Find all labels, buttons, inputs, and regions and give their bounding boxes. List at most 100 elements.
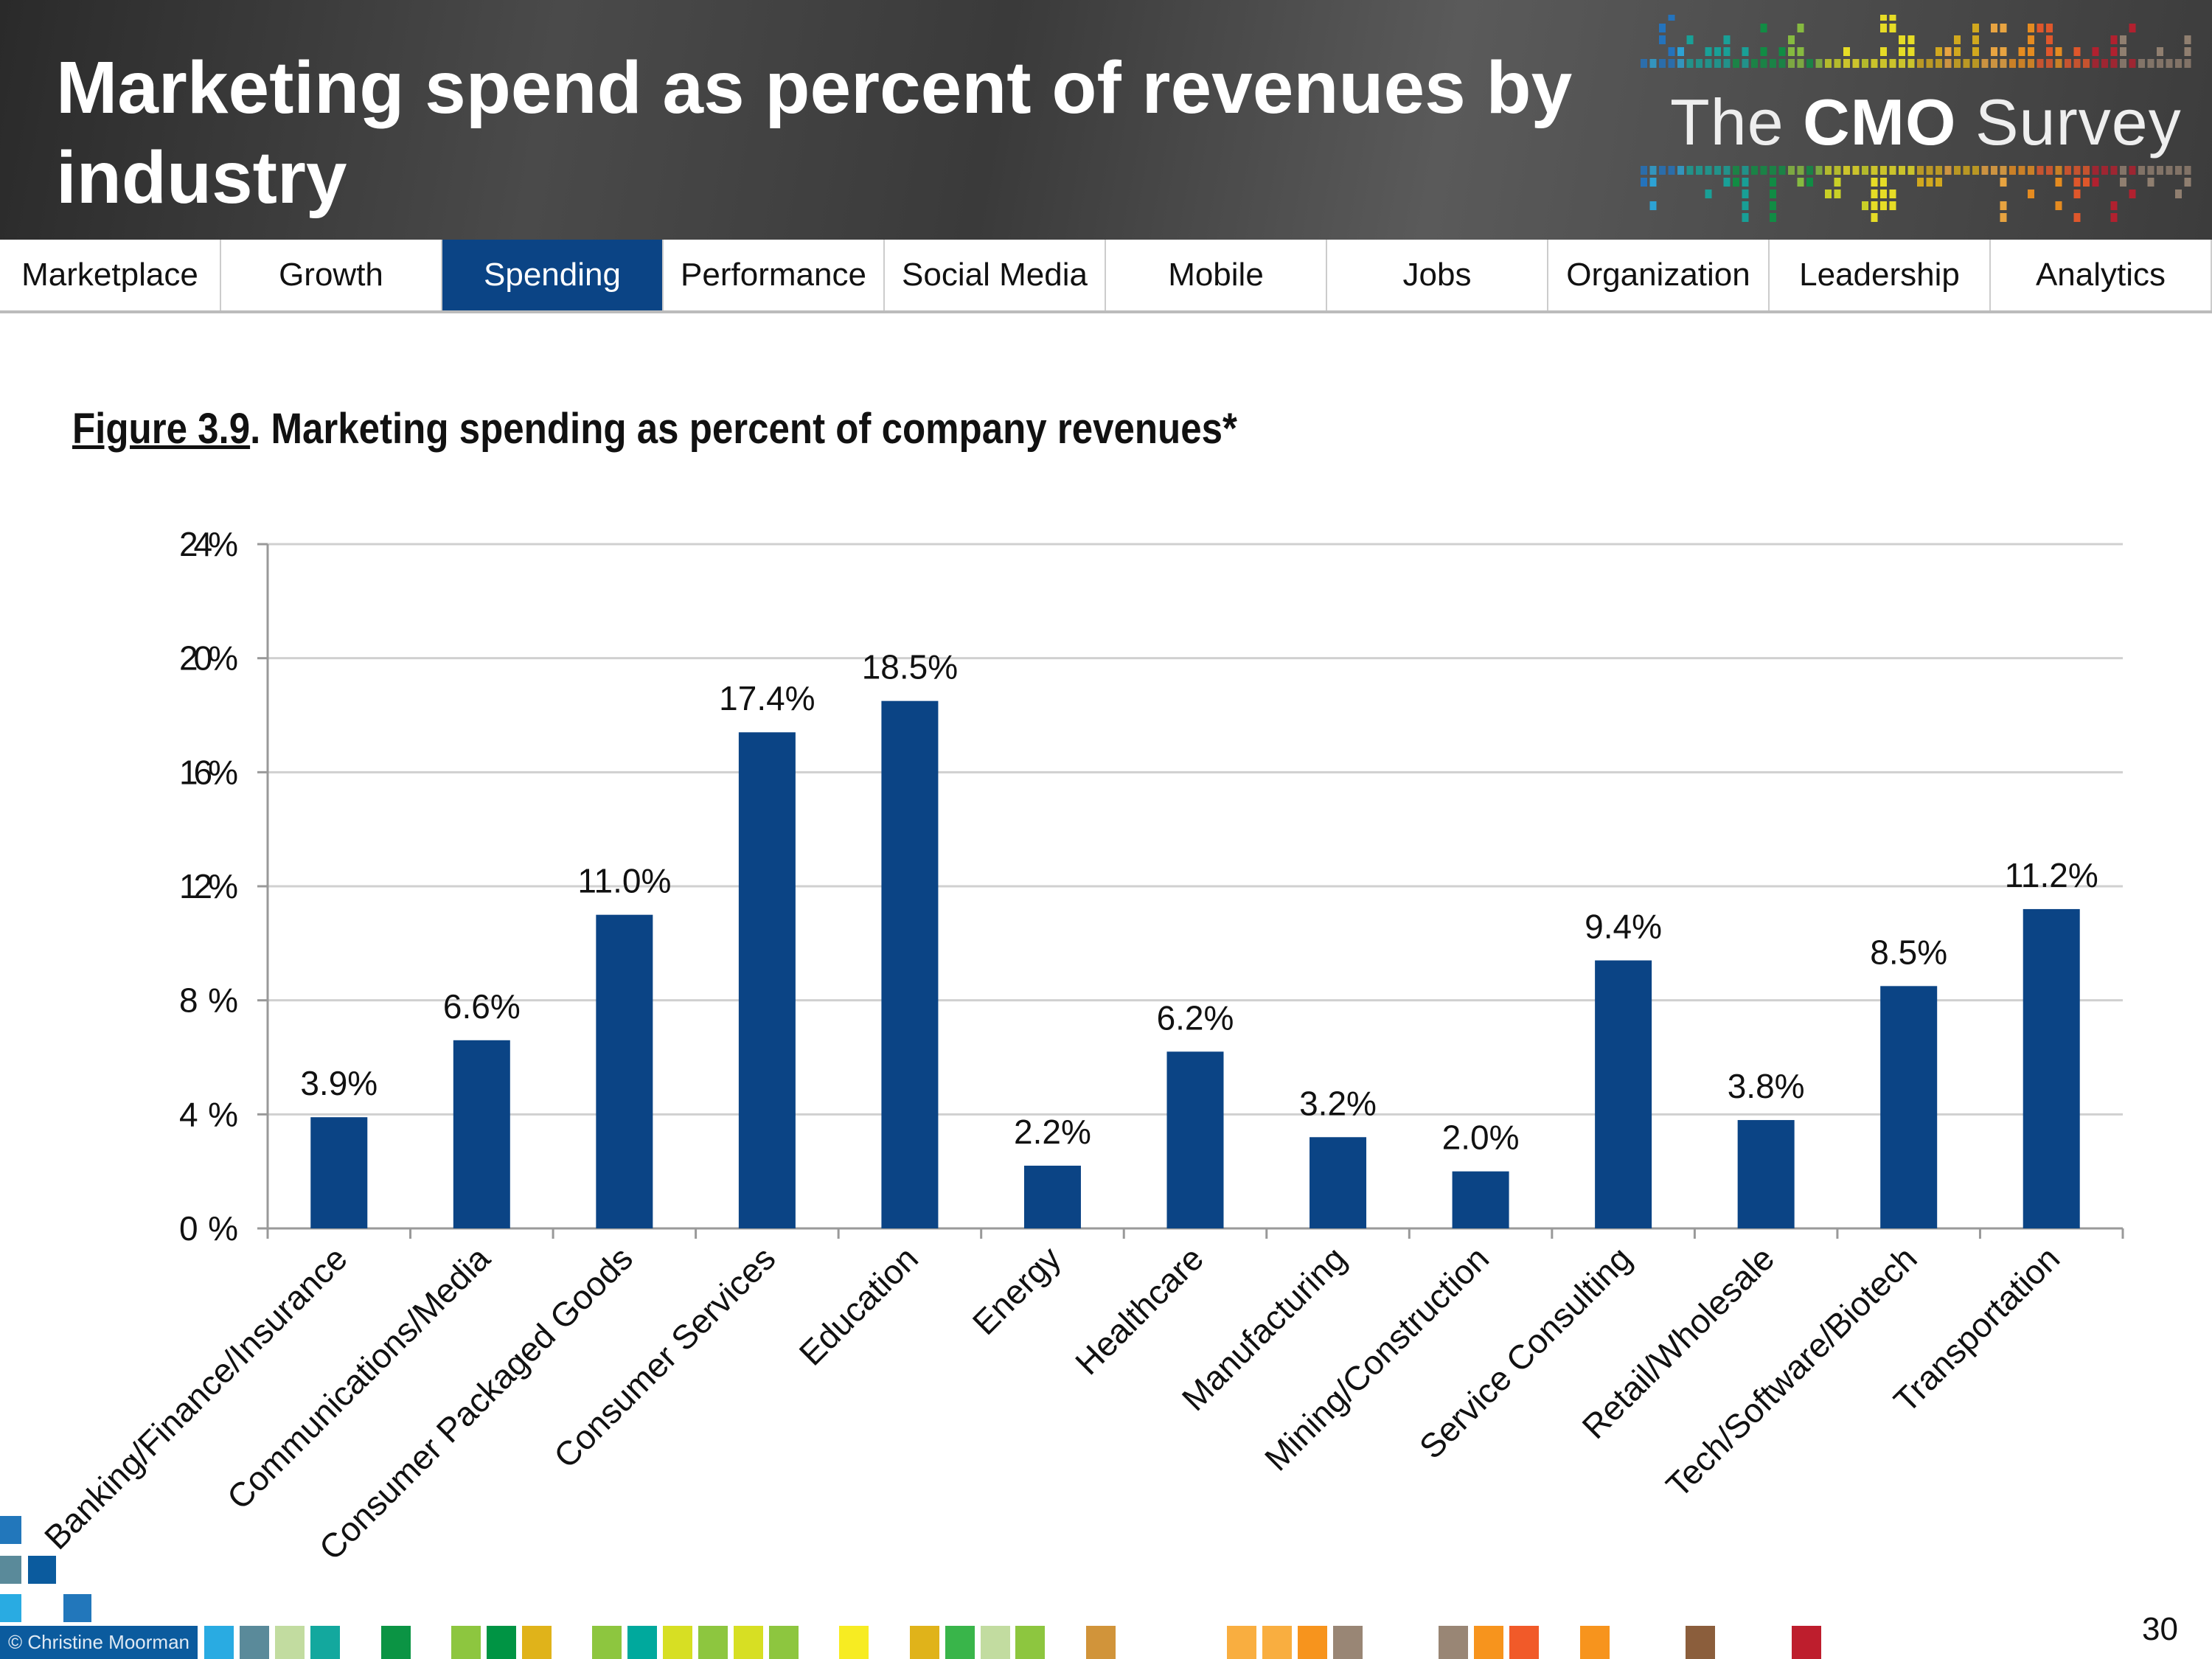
logo-pixel xyxy=(2083,166,2090,175)
bar xyxy=(1166,1051,1224,1228)
logo-pixel xyxy=(2000,59,2007,68)
copyright: © Christine Moorman xyxy=(0,1626,198,1659)
logo-pixel xyxy=(1797,59,1804,68)
logo-pixel xyxy=(1686,59,1694,68)
logo-pixel xyxy=(1972,47,1979,56)
logo-pixel xyxy=(1778,59,1786,68)
logo-pixel xyxy=(1889,12,1896,21)
logo-pixel xyxy=(1659,59,1666,68)
logo-pixel xyxy=(1649,166,1657,175)
tab-spending[interactable]: Spending xyxy=(442,240,664,310)
logo-pixel xyxy=(2184,47,2191,56)
logo-pixel xyxy=(2037,166,2044,175)
tab-analytics[interactable]: Analytics xyxy=(1991,240,2212,310)
logo-pixel xyxy=(1944,59,1952,68)
logo-pixel xyxy=(2110,166,2118,175)
logo-pixel xyxy=(2037,59,2044,68)
logo-pixel xyxy=(1742,213,1749,222)
logo-pixel xyxy=(1778,166,1786,175)
logo-pixel xyxy=(2073,59,2081,68)
tab-organization[interactable]: Organization xyxy=(1548,240,1770,310)
decorative-square xyxy=(310,1626,340,1659)
logo-pixel xyxy=(2000,166,2007,175)
tab-performance[interactable]: Performance xyxy=(664,240,885,310)
logo-pixel xyxy=(1668,47,1675,56)
decorative-square xyxy=(1439,1626,1468,1659)
logo-pixel xyxy=(1815,59,1823,68)
y-tick-label: 12% xyxy=(179,867,238,905)
logo-pixel xyxy=(2175,189,2182,198)
logo-pixel xyxy=(2000,201,2007,210)
logo-pixel xyxy=(2157,47,2163,56)
tab-jobs[interactable]: Jobs xyxy=(1327,240,1548,310)
logo-pixel xyxy=(1751,59,1758,68)
logo-pixel xyxy=(1871,201,1878,210)
data-label: 6.2% xyxy=(1157,998,1234,1037)
logo-pixel xyxy=(1862,166,1868,175)
logo-pixel xyxy=(2046,47,2053,56)
y-tick-label: 4% xyxy=(179,1095,238,1133)
tab-mobile[interactable]: Mobile xyxy=(1106,240,1327,310)
logo-pixel xyxy=(1834,178,1841,187)
tab-social-media[interactable]: Social Media xyxy=(885,240,1106,310)
logo-pixel xyxy=(1668,166,1675,175)
logo-prefix: The xyxy=(1670,86,1784,159)
data-label: 17.4% xyxy=(719,679,815,717)
data-label: 3.2% xyxy=(1299,1084,1377,1122)
bar xyxy=(596,914,653,1228)
logo-pixel xyxy=(1963,59,1970,68)
decorative-square xyxy=(63,1594,91,1622)
logo-pixel xyxy=(2065,59,2071,68)
logo-pixel xyxy=(1981,59,1989,68)
decorative-square xyxy=(1015,1626,1045,1659)
y-tick-label: 8% xyxy=(179,981,238,1020)
logo-pixel xyxy=(1788,35,1795,44)
logo-pixel xyxy=(1991,24,1997,32)
logo-pixel xyxy=(1880,12,1887,21)
decorative-square xyxy=(240,1626,269,1659)
logo-pixel xyxy=(1862,59,1868,68)
logo-pixel xyxy=(1705,189,1712,198)
decorative-square xyxy=(1580,1626,1610,1659)
logo-pixel xyxy=(2028,35,2034,44)
logo-pixel xyxy=(2046,35,2053,44)
logo-pixel xyxy=(1668,59,1675,68)
logo-pixel xyxy=(1742,166,1749,175)
tab-marketplace[interactable]: Marketplace xyxy=(0,240,221,310)
logo-pixel xyxy=(1871,178,1878,187)
logo-pixel xyxy=(1871,59,1878,68)
logo-pixel xyxy=(2073,47,2081,56)
tab-growth[interactable]: Growth xyxy=(221,240,442,310)
x-tick-label: Communications/Media xyxy=(220,1239,498,1517)
logo-pixel xyxy=(1806,178,1813,187)
logo-pixel xyxy=(2028,59,2034,68)
y-tick-label: 0% xyxy=(179,1209,238,1248)
logo-pixel xyxy=(1944,47,1952,56)
logo-pixel xyxy=(2009,59,2016,68)
y-tick-label: 24% xyxy=(179,525,238,563)
logo-pixel xyxy=(1880,166,1887,175)
logo-pixel xyxy=(2110,213,2118,222)
data-label: 9.4% xyxy=(1585,908,1662,946)
logo-pixel xyxy=(1899,166,1905,175)
logo-pixel xyxy=(1843,47,1850,56)
bar xyxy=(1452,1171,1509,1228)
logo-pixel xyxy=(2055,201,2062,210)
logo-pixel xyxy=(2055,47,2062,56)
logo-pixel xyxy=(1659,35,1666,44)
logo-pixel xyxy=(1972,35,1979,44)
logo-pixel xyxy=(1733,166,1739,175)
logo-pixel xyxy=(1981,166,1989,175)
data-label: 3.8% xyxy=(1728,1067,1805,1105)
logo-pixel xyxy=(1659,24,1666,32)
logo-pixel xyxy=(1862,201,1868,210)
x-tick-label: Energy xyxy=(965,1239,1068,1342)
logo-bold: CMO xyxy=(1803,86,1957,159)
logo-pixel xyxy=(1742,201,1749,210)
logo-pixel xyxy=(1770,213,1776,222)
y-tick-label: 20% xyxy=(179,639,238,678)
logo-pixel xyxy=(1705,47,1712,56)
logo-pixel xyxy=(1825,189,1832,198)
data-label: 11.0% xyxy=(577,862,671,900)
tab-leadership[interactable]: Leadership xyxy=(1770,240,1991,310)
